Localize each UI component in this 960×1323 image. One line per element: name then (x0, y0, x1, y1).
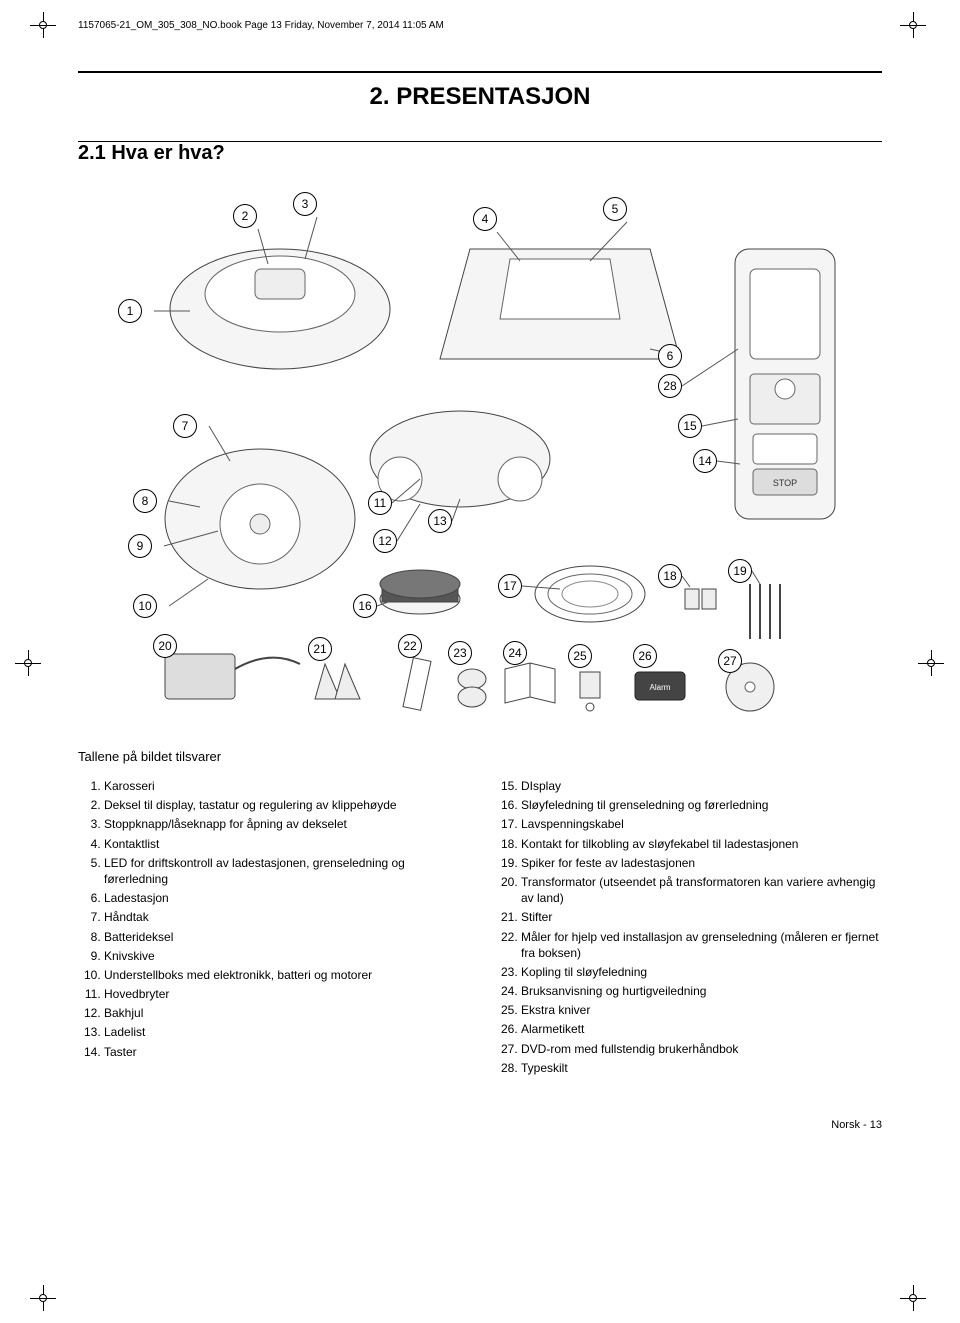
list-item: Taster (104, 1044, 465, 1060)
callout-24: 24 (503, 641, 527, 665)
reg-mark-icon (900, 12, 926, 38)
reg-mark-icon (30, 1285, 56, 1311)
parts-diagram: STOP (78, 189, 882, 719)
list-item: Hovedbryter (104, 986, 465, 1002)
reg-mark-icon (15, 650, 41, 676)
reg-mark-icon (30, 12, 56, 38)
callout-1: 1 (118, 299, 142, 323)
callout-15: 15 (678, 414, 702, 438)
list-item: Stoppknapp/låseknapp for åpning av dekse… (104, 816, 465, 832)
list-item: Bakhjul (104, 1005, 465, 1021)
list-item: Deksel til display, tastatur og reguleri… (104, 797, 465, 813)
parts-list-left: Karosseri Deksel til display, tastatur og… (78, 778, 465, 1060)
callout-3: 3 (293, 192, 317, 216)
callout-6: 6 (658, 344, 682, 368)
list-item: Spiker for feste av ladestasjonen (521, 855, 882, 871)
callout-14: 14 (693, 449, 717, 473)
parts-col-left: Karosseri Deksel til display, tastatur og… (78, 778, 465, 1079)
list-item: Sløyfeledning til grenseledning og fører… (521, 797, 882, 813)
parts-columns: Karosseri Deksel til display, tastatur og… (78, 778, 882, 1079)
callout-20: 20 (153, 634, 177, 658)
parts-list-right: DIsplay Sløyfeledning til grenseledning o… (495, 778, 882, 1076)
list-item: Stifter (521, 909, 882, 925)
list-item: Kontakt for tilkobling av sløyfekabel ti… (521, 836, 882, 852)
list-item: Alarmetikett (521, 1021, 882, 1037)
callout-28: 28 (658, 374, 682, 398)
page-title: 2. PRESENTASJON (78, 83, 882, 111)
callout-19: 19 (728, 559, 752, 583)
callout-25: 25 (568, 644, 592, 668)
page-footer: Norsk - 13 (78, 1119, 882, 1131)
callout-9: 9 (128, 534, 152, 558)
callout-4: 4 (473, 207, 497, 231)
list-item: Understellboks med elektronikk, batteri … (104, 967, 465, 983)
list-item: Ekstra kniver (521, 1002, 882, 1018)
list-item: Måler for hjelp ved installasjon av gren… (521, 929, 882, 961)
diagram-caption: Tallene på bildet tilsvarer (78, 749, 882, 764)
callout-13: 13 (428, 509, 452, 533)
list-item: LED for driftskontroll av ladestasjonen,… (104, 855, 465, 887)
list-item: Lavspenningskabel (521, 816, 882, 832)
callout-21: 21 (308, 637, 332, 661)
callout-26: 26 (633, 644, 657, 668)
divider (78, 71, 882, 73)
reg-mark-icon (900, 1285, 926, 1311)
svg-text:STOP: STOP (773, 478, 797, 488)
list-item: Transformator (utseendet på transformato… (521, 874, 882, 906)
parts-col-right: DIsplay Sløyfeledning til grenseledning o… (495, 778, 882, 1079)
callout-16: 16 (353, 594, 377, 618)
list-item: DVD-rom med fullstendig brukerhåndbok (521, 1041, 882, 1057)
callout-7: 7 (173, 414, 197, 438)
callout-22: 22 (398, 634, 422, 658)
list-item: Typeskilt (521, 1060, 882, 1076)
list-item: Karosseri (104, 778, 465, 794)
page-header-meta: 1157065-21_OM_305_308_NO.book Page 13 Fr… (78, 20, 882, 31)
callout-10: 10 (133, 594, 157, 618)
callout-11: 11 (368, 491, 392, 515)
callout-8: 8 (133, 489, 157, 513)
list-item: Ladestasjon (104, 890, 465, 906)
reg-mark-icon (918, 650, 944, 676)
diagram-svg: STOP (78, 189, 882, 719)
callout-12: 12 (373, 529, 397, 553)
list-item: Batterideksel (104, 929, 465, 945)
list-item: Ladelist (104, 1024, 465, 1040)
callout-2: 2 (233, 204, 257, 228)
list-item: Kopling til sløyfeledning (521, 964, 882, 980)
section-heading: 2.1 Hva er hva? (78, 142, 882, 165)
callout-5: 5 (603, 197, 627, 221)
list-item: Håndtak (104, 909, 465, 925)
list-item: Bruksanvisning og hurtigveiledning (521, 983, 882, 999)
page-container: 1157065-21_OM_305_308_NO.book Page 13 Fr… (0, 0, 960, 1171)
callout-23: 23 (448, 641, 472, 665)
svg-text:Alarm: Alarm (650, 683, 671, 692)
list-item: Kontaktlist (104, 836, 465, 852)
callout-27: 27 (718, 649, 742, 673)
list-item: DIsplay (521, 778, 882, 794)
callout-18: 18 (658, 564, 682, 588)
callout-17: 17 (498, 574, 522, 598)
list-item: Knivskive (104, 948, 465, 964)
